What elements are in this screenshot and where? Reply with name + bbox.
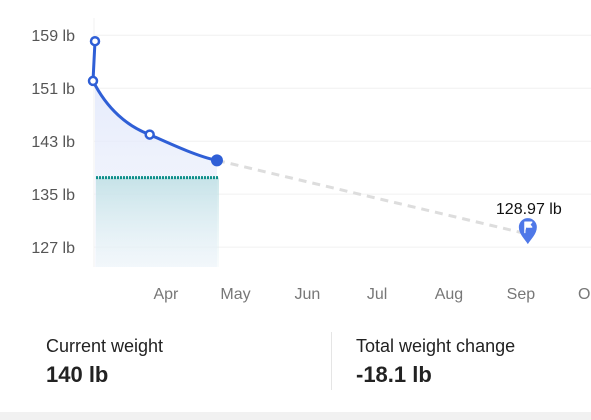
total-change-label: Total weight change [356, 336, 516, 356]
current-weight-stat: Current weight 140 lb [46, 334, 163, 390]
stats-panel: Current weight 140 lb Total weight chang… [0, 320, 591, 412]
current-weight-label: Current weight [46, 336, 164, 356]
total-change-stat: Total weight change -18.1 lb [356, 334, 515, 390]
flag-icon [524, 221, 533, 234]
stats-divider [331, 332, 332, 390]
current-weight-point [210, 154, 223, 167]
goal-weight-label: 128.97 lb [496, 201, 562, 218]
weight-data-point [89, 35, 101, 47]
x-tick-label: Jun [295, 286, 321, 303]
y-tick-label: 143 lb [31, 134, 75, 151]
x-tick-label: Aug [435, 286, 463, 303]
x-tick-label: Apr [153, 286, 179, 303]
x-tick-label: Sep [507, 286, 536, 303]
x-tick-label: May [220, 286, 250, 303]
x-tick-label: Jul [367, 286, 387, 303]
weight-data-point [144, 129, 155, 140]
weight-chart: 128.97 lb 159 lb 151 lb 143 lb 135 lb 127 lb… [31, 18, 591, 303]
y-tick-label: 135 lb [31, 187, 75, 204]
y-tick-label: 151 lb [31, 81, 75, 98]
bottom-bar [0, 412, 591, 420]
x-tick-label: Oct [578, 286, 591, 303]
target-band-fill [96, 177, 219, 267]
current-weight-value: 140 lb [46, 362, 109, 387]
y-tick-label: 159 lb [31, 28, 75, 45]
total-change-value: -18.1 lb [356, 362, 432, 387]
projection-line [216, 158, 529, 236]
goal-pin-icon [518, 218, 537, 245]
weight-data-point [87, 75, 99, 87]
y-tick-label: 127 lb [31, 240, 75, 257]
